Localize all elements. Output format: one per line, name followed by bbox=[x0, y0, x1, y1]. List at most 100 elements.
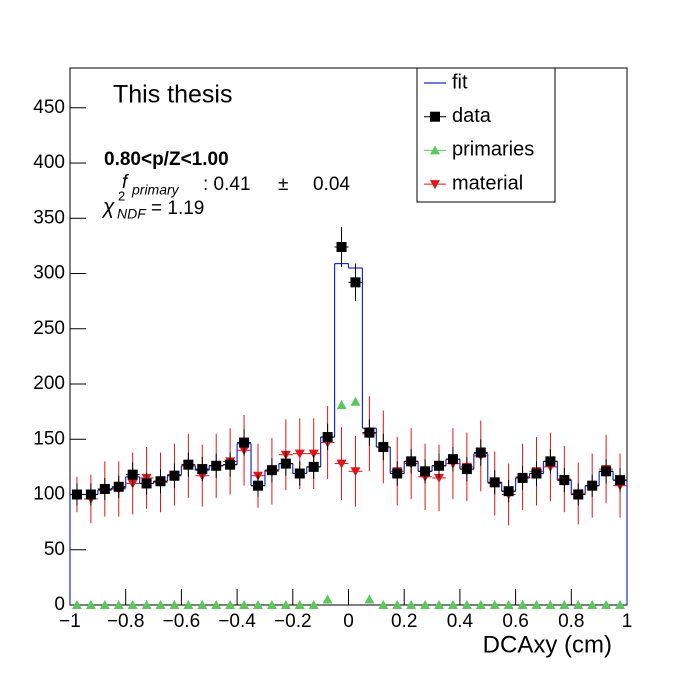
y-tick-label: 450 bbox=[33, 97, 65, 118]
primaries-point bbox=[475, 600, 486, 609]
data-point bbox=[420, 466, 431, 477]
data-point bbox=[322, 432, 333, 443]
primaries-point bbox=[378, 600, 389, 609]
material-point bbox=[308, 449, 319, 459]
primaries-point bbox=[211, 600, 222, 609]
chi2-subscript: NDF bbox=[117, 206, 147, 222]
fraction-subscript: primary bbox=[131, 182, 180, 198]
data-point bbox=[364, 427, 375, 438]
data-point bbox=[308, 461, 319, 472]
data-point bbox=[601, 466, 612, 477]
primaries-point bbox=[545, 600, 556, 609]
primaries-point bbox=[503, 600, 514, 609]
data-point bbox=[392, 468, 403, 479]
data-point bbox=[225, 459, 236, 470]
x-tick-label: −0.6 bbox=[163, 611, 201, 632]
x-tick-label: 0 bbox=[343, 611, 354, 632]
data-point bbox=[545, 456, 556, 467]
primaries-point bbox=[294, 600, 305, 609]
data-point bbox=[239, 437, 250, 448]
y-tick-label: 200 bbox=[33, 373, 65, 394]
data-point bbox=[434, 460, 445, 471]
primaries-point bbox=[169, 600, 180, 609]
primaries-point bbox=[252, 600, 263, 609]
y-tick-label: 250 bbox=[33, 318, 65, 339]
x-tick-label: −1 bbox=[59, 611, 81, 632]
y-tick-label: 0 bbox=[54, 594, 65, 615]
bin-range: 0.80<p/Z<1.00 bbox=[104, 149, 229, 170]
data-point bbox=[197, 464, 208, 475]
fraction-value: : 0.41 bbox=[203, 174, 251, 195]
legend-marker bbox=[430, 180, 440, 190]
data-point bbox=[99, 483, 110, 494]
data-point bbox=[503, 486, 514, 497]
primaries-point bbox=[461, 600, 472, 609]
primaries-point bbox=[447, 600, 458, 609]
primaries-point bbox=[392, 600, 403, 609]
data-point bbox=[559, 475, 570, 486]
data-point bbox=[517, 472, 528, 483]
x-tick-label: −0.4 bbox=[218, 611, 256, 632]
x-tick-label: 1 bbox=[622, 611, 633, 632]
primaries-point bbox=[308, 600, 319, 609]
material-point bbox=[434, 473, 445, 483]
primaries-point bbox=[113, 600, 124, 609]
chi2-superscript: 2 bbox=[118, 188, 125, 203]
data-point bbox=[266, 465, 277, 476]
data-point bbox=[461, 464, 472, 475]
data-point bbox=[573, 489, 584, 500]
data-point bbox=[447, 454, 458, 465]
data-point bbox=[587, 480, 598, 491]
legend-label: data bbox=[452, 105, 492, 127]
primaries-point bbox=[322, 594, 333, 604]
primaries-point bbox=[531, 600, 542, 609]
primaries-point bbox=[127, 600, 138, 609]
primaries-point bbox=[155, 600, 166, 609]
x-axis-label: DCAxy (cm) bbox=[483, 631, 612, 658]
x-tick-label: 0.8 bbox=[558, 611, 584, 632]
data-point bbox=[531, 468, 542, 479]
data-point bbox=[280, 458, 291, 469]
legend-label: primaries bbox=[452, 139, 534, 161]
data-point bbox=[71, 489, 82, 500]
y-tick-label: 50 bbox=[44, 539, 65, 560]
primaries-point bbox=[280, 600, 291, 609]
x-tick-label: 0.6 bbox=[502, 611, 528, 632]
primaries-point bbox=[615, 600, 626, 609]
data-point bbox=[489, 477, 500, 488]
legend-marker bbox=[430, 111, 440, 122]
y-tick-label: 350 bbox=[33, 207, 65, 228]
chi2-value: = 1.19 bbox=[151, 198, 204, 219]
primaries-point bbox=[406, 600, 417, 609]
data-point bbox=[85, 489, 96, 500]
primaries-point bbox=[336, 400, 347, 410]
primaries-point bbox=[573, 600, 584, 609]
data-point bbox=[252, 480, 263, 491]
legend-marker bbox=[430, 145, 440, 155]
primaries-point bbox=[364, 594, 375, 604]
primaries-point bbox=[85, 600, 96, 609]
primaries-point bbox=[587, 600, 598, 609]
primaries-point bbox=[225, 600, 236, 609]
fraction-symbol: f bbox=[122, 172, 129, 193]
data-point bbox=[141, 478, 152, 489]
data-point bbox=[183, 459, 194, 470]
data-point bbox=[169, 470, 180, 481]
primaries-point bbox=[517, 600, 528, 609]
primaries-point bbox=[99, 600, 110, 609]
primaries-point bbox=[559, 600, 570, 609]
y-tick-label: 300 bbox=[33, 263, 65, 284]
primaries-point bbox=[183, 600, 194, 609]
primaries-point bbox=[489, 600, 500, 609]
x-tick-label: 0.4 bbox=[447, 611, 474, 632]
primaries-point bbox=[601, 600, 612, 609]
material-point bbox=[294, 449, 305, 459]
data-point bbox=[406, 456, 417, 467]
x-tick-label: −0.8 bbox=[107, 611, 145, 632]
y-tick-label: 150 bbox=[33, 428, 65, 449]
primaries-point bbox=[71, 600, 82, 609]
primaries-point bbox=[239, 600, 250, 609]
data-point bbox=[378, 441, 389, 452]
fraction-error: 0.04 bbox=[313, 174, 350, 195]
